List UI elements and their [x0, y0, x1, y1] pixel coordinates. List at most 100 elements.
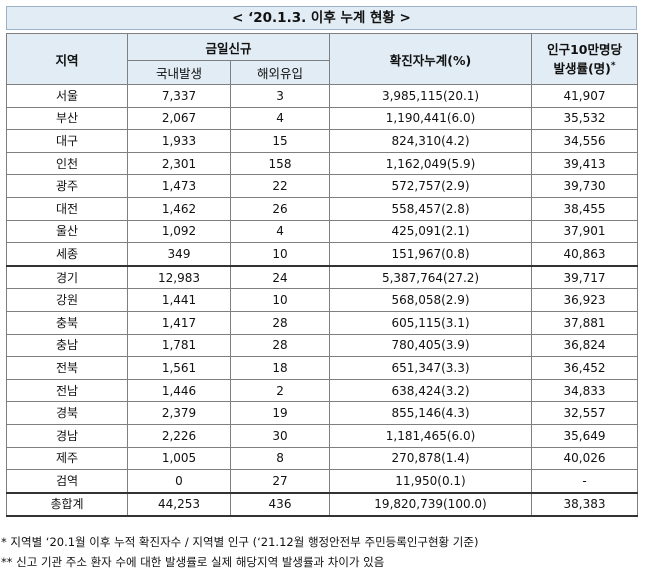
cell-region: 강원: [6, 288, 128, 312]
cell-overseas: 28: [229, 310, 331, 335]
table-title: < ‘20.1.3. 이후 누계 현황 >: [6, 6, 637, 30]
cell-overseas: 158: [229, 151, 331, 176]
cell-domestic: 2,067: [127, 106, 231, 131]
table-row: 광주 1,473 22 572,757(2.9) 39,730: [6, 174, 639, 198]
cell-cumulative: 3,985,115(20.1): [329, 84, 533, 108]
cell-overseas: 27: [229, 469, 331, 494]
cell-overseas: 18: [229, 356, 331, 380]
cell-region: 검역: [6, 469, 128, 494]
cell-cumulative: 824,310(4.2): [329, 129, 533, 153]
cell-rate: 32,557: [531, 401, 639, 425]
table-row: 충남 1,781 28 780,405(3.9) 36,824: [6, 333, 639, 358]
cell-region: 경남: [6, 423, 128, 448]
cell-cumulative: 651,347(3.3): [329, 356, 533, 380]
table-row: 충북 1,417 28 605,115(3.1) 37,881: [6, 310, 639, 335]
cell-cumulative: 605,115(3.1): [329, 310, 533, 335]
cell-rate: 36,452: [531, 356, 639, 380]
cell-rate: 37,881: [531, 310, 639, 335]
cell-region: 대구: [6, 129, 128, 153]
table-row: 부산 2,067 4 1,190,441(6.0) 35,532: [6, 106, 639, 131]
cell-cumulative: 568,058(2.9): [329, 288, 533, 312]
cell-overseas: 28: [229, 333, 331, 358]
cell-domestic: 0: [127, 469, 231, 494]
cell-cumulative: 638,424(3.2): [329, 378, 533, 403]
cell-region: 울산: [6, 219, 128, 244]
cell-rate: 35,649: [531, 423, 639, 448]
table-row: 경기 12,983 24 5,387,764(27.2) 39,717: [6, 264, 639, 290]
cell-overseas: 19: [229, 401, 331, 425]
cell-cumulative: 1,181,465(6.0): [329, 423, 533, 448]
cell-overseas: 3: [229, 84, 331, 108]
cell-rate: -: [531, 469, 639, 494]
header-today-new: 금일신규: [126, 33, 331, 61]
cell-overseas: 10: [229, 242, 331, 267]
footnote-1: * 지역별 ‘20.1월 이후 누적 확진자수 / 지역별 인구 (‘21.12…: [1, 535, 479, 549]
cell-overseas: 4: [229, 106, 331, 131]
cell-rate: 41,907: [531, 84, 639, 108]
cell-domestic: 1,417: [127, 310, 231, 335]
header-rate: 인구10만명당 발생률(명)*: [531, 33, 639, 85]
cell-overseas: 8: [229, 446, 331, 471]
cell-overseas: 2: [229, 378, 331, 403]
footnotes: * 지역별 ‘20.1월 이후 누적 확진자수 / 지역별 인구 (‘21.12…: [1, 532, 478, 572]
cell-region: 충북: [6, 310, 128, 335]
table-row: 경남 2,226 30 1,181,465(6.0) 35,649: [6, 423, 639, 448]
cell-region: 대전: [6, 196, 128, 221]
cell-cumulative: 19,820,739(100.0): [329, 491, 533, 518]
cumulative-cases-table: 지역 금일신규 확진자누계(%) 인구10만명당 발생률(명)* 국내발생 해외…: [6, 33, 639, 518]
cell-domestic: 1,462: [127, 196, 231, 221]
cell-domestic: 1,781: [127, 333, 231, 358]
cell-rate: 36,824: [531, 333, 639, 358]
cell-region: 전북: [6, 356, 128, 380]
table-row: 대전 1,462 26 558,457(2.8) 38,455: [6, 196, 639, 221]
cell-region: 경북: [6, 401, 128, 425]
cell-region: 세종: [6, 242, 128, 267]
table-row: 제주 1,005 8 270,878(1.4) 40,026: [6, 446, 639, 471]
cell-domestic: 1,561: [127, 356, 231, 380]
cell-overseas: 10: [229, 288, 331, 312]
table-row: 세종 349 10 151,967(0.8) 40,863: [6, 242, 639, 267]
cell-region: 총합계: [6, 491, 128, 518]
cell-cumulative: 270,878(1.4): [329, 446, 533, 471]
cell-rate: 39,413: [531, 151, 639, 176]
table-row: 대구 1,933 15 824,310(4.2) 34,556: [6, 129, 639, 153]
cell-domestic: 1,441: [127, 288, 231, 312]
cell-rate: 38,383: [531, 491, 639, 518]
cell-region: 제주: [6, 446, 128, 471]
cell-cumulative: 5,387,764(27.2): [329, 264, 533, 290]
cell-cumulative: 780,405(3.9): [329, 333, 533, 358]
cell-overseas: 24: [229, 264, 331, 290]
cell-overseas: 26: [229, 196, 331, 221]
cell-cumulative: 1,162,049(5.9): [329, 151, 533, 176]
cell-rate: 39,730: [531, 174, 639, 198]
cell-rate: 39,717: [531, 264, 639, 290]
cell-domestic: 2,226: [127, 423, 231, 448]
cell-rate: 38,455: [531, 196, 639, 221]
cell-cumulative: 855,146(4.3): [329, 401, 533, 425]
cell-cumulative: 572,757(2.9): [329, 174, 533, 198]
cell-overseas: 436: [229, 491, 331, 518]
table-row: 전북 1,561 18 651,347(3.3) 36,452: [6, 356, 639, 380]
table-row: 총합계 44,253 436 19,820,739(100.0) 38,383: [6, 491, 639, 518]
cell-domestic: 7,337: [127, 84, 231, 108]
cell-domestic: 12,983: [127, 264, 231, 290]
cell-overseas: 30: [229, 423, 331, 448]
cell-cumulative: 558,457(2.8): [329, 196, 533, 221]
cell-rate: 34,556: [531, 129, 639, 153]
cell-domestic: 349: [127, 242, 231, 267]
cell-cumulative: 1,190,441(6.0): [329, 106, 533, 131]
cell-domestic: 1,473: [127, 174, 231, 198]
table-row: 서울 7,337 3 3,985,115(20.1) 41,907: [6, 84, 639, 108]
cell-cumulative: 11,950(0.1): [329, 469, 533, 494]
header-overseas: 해외유입: [229, 60, 331, 85]
cell-rate: 40,026: [531, 446, 639, 471]
table-row: 강원 1,441 10 568,058(2.9) 36,923: [6, 288, 639, 312]
table-row: 검역 0 27 11,950(0.1) -: [6, 469, 639, 494]
cell-overseas: 15: [229, 129, 331, 153]
cell-domestic: 2,379: [127, 401, 231, 425]
cell-domestic: 1,005: [127, 446, 231, 471]
cell-overseas: 4: [229, 219, 331, 244]
cell-rate: 36,923: [531, 288, 639, 312]
header-rate-footnote-mark: *: [610, 60, 616, 71]
header-rate-line2: 발생률(명): [553, 61, 611, 77]
